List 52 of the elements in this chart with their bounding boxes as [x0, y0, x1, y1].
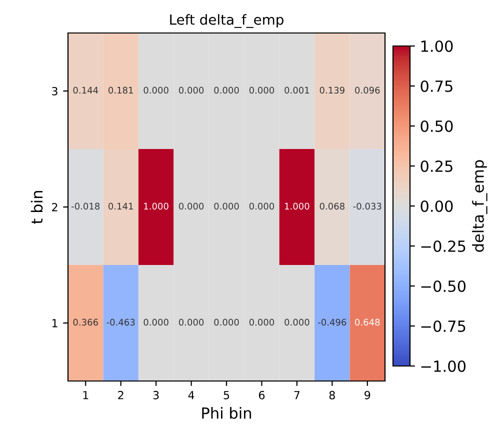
- x-tick-label: 5: [224, 391, 230, 400]
- y-tick-label: 3: [52, 86, 58, 96]
- x-axis-title: Phi bin: [202, 407, 252, 419]
- x-tick-label: 7: [294, 391, 300, 400]
- color-bar-label: −0.75: [421, 320, 466, 332]
- data-label: 0.366: [73, 318, 98, 326]
- y-axis-title: t bin: [30, 191, 43, 224]
- data-label: -0.018: [72, 202, 100, 210]
- data-label: 1.000: [285, 202, 310, 210]
- color-bar-label: −1.00: [421, 360, 466, 372]
- color-bar-label: −0.25: [421, 240, 466, 252]
- data-label: 0.000: [249, 202, 274, 210]
- color-bar-label: 0.00: [420, 200, 453, 212]
- data-label: 0.139: [320, 86, 344, 94]
- data-label: 0.144: [73, 86, 98, 94]
- data-label: 0.000: [214, 318, 239, 326]
- data-label: 0.000: [249, 86, 274, 94]
- data-label: 0.001: [284, 86, 310, 94]
- y-tick-label: 1: [52, 319, 58, 328]
- data-label: -0.463: [106, 318, 135, 326]
- data-label: 0.181: [108, 86, 133, 94]
- x-tick-label: 6: [258, 390, 265, 400]
- x-tick-label: 9: [364, 390, 370, 400]
- x-tick-label: 2: [118, 390, 124, 400]
- color-bar-label: 0.25: [420, 160, 452, 172]
- data-label: 0.000: [284, 318, 310, 326]
- data-label: -0.033: [353, 202, 382, 210]
- data-label: 0.096: [355, 86, 380, 94]
- data-label: 0.068: [320, 202, 344, 210]
- data-label: 0.000: [214, 202, 239, 210]
- y-tick-label: 2: [52, 202, 58, 212]
- data-label: 0.000: [178, 318, 204, 326]
- data-label: 0.000: [178, 86, 204, 94]
- data-label: 0.648: [355, 318, 380, 326]
- color-bar-label: 1.00: [421, 40, 453, 52]
- color-bar-title: delta_f_emp: [472, 160, 488, 252]
- chart-title: Left delta_f_emp: [170, 14, 284, 28]
- data-label: 0.000: [144, 318, 168, 326]
- x-tick-label: 4: [188, 391, 194, 400]
- data-label: 0.000: [144, 86, 168, 94]
- color-bar-label: 0.75: [420, 80, 452, 92]
- data-label: 0.000: [249, 318, 274, 326]
- data-label: -0.496: [318, 318, 346, 326]
- x-tick-label: 8: [329, 390, 335, 400]
- color-bar-label: 0.50: [420, 120, 453, 132]
- x-tick-label: 3: [153, 390, 159, 400]
- data-label: 0.000: [178, 202, 204, 210]
- data-label: 1.000: [144, 202, 168, 210]
- x-tick-label: 1: [83, 391, 88, 400]
- data-label: 0.141: [108, 202, 133, 210]
- data-label: 0.000: [214, 86, 239, 94]
- color-bar-label: −0.50: [421, 280, 466, 292]
